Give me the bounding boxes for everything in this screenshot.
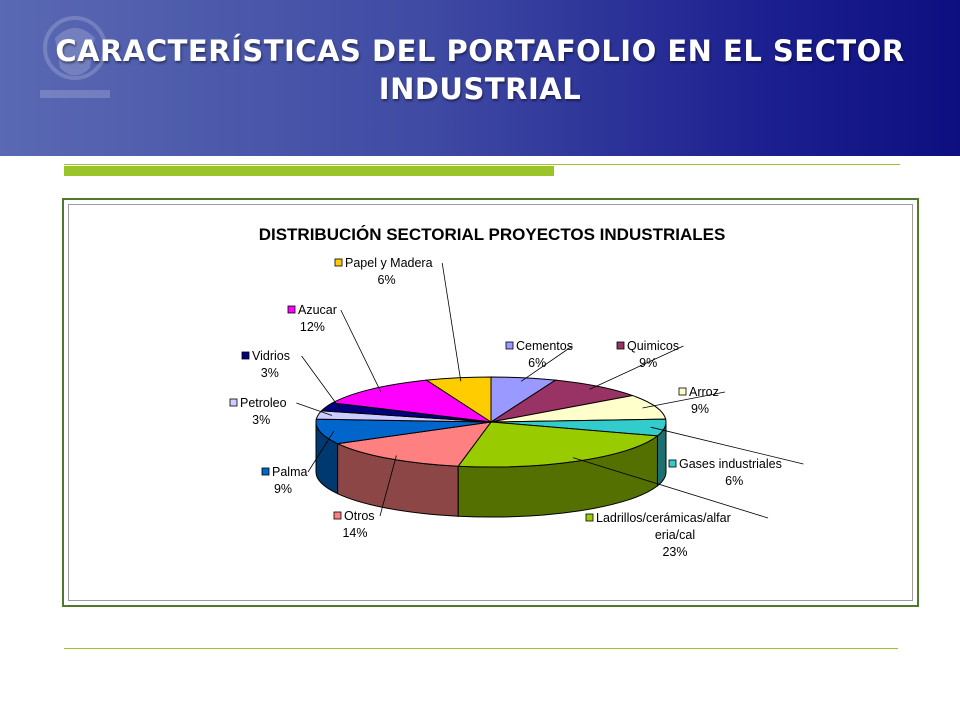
pie-slice <box>331 379 492 423</box>
slice-label: Otros <box>344 509 375 523</box>
data-label: Gases industriales 6% <box>668 457 782 488</box>
slice-percent-label: 3% <box>261 366 279 380</box>
leader-line <box>642 391 726 409</box>
data-label: Petroleo 3% <box>229 396 287 427</box>
slice-percent-label: 6% <box>528 356 546 370</box>
leader-line <box>572 457 769 519</box>
header-accent-bar <box>64 166 554 176</box>
coat-of-arms-logo <box>40 16 110 98</box>
slice-percent-label: 9% <box>691 402 709 416</box>
pie-slice <box>490 379 635 423</box>
slice-label: Cementos <box>516 339 573 353</box>
slice-label: Papel y Madera <box>345 256 433 270</box>
chart-title: DISTRIBUCIÓN SECTORIAL PROYECTOS INDUSTR… <box>259 225 726 244</box>
pie-slice <box>335 421 493 467</box>
label-swatch <box>241 351 250 360</box>
label-swatch <box>616 341 625 350</box>
data-label: Vidrios 3% <box>241 349 290 380</box>
slice-percent-label: 23% <box>662 545 687 559</box>
chart-area <box>68 204 913 601</box>
data-label: Palma 9% <box>261 465 307 496</box>
label-swatch <box>261 467 270 476</box>
pie-slice <box>457 421 659 468</box>
slice-percent-label: 9% <box>639 356 657 370</box>
slice-percent-label: 3% <box>252 413 270 427</box>
slide-title: CARACTERÍSTICAS DEL PORTAFOLIO EN EL SEC… <box>55 34 905 106</box>
data-label: Quimicos 9% <box>616 339 679 370</box>
leader-line <box>650 426 804 465</box>
slide-header: CARACTERÍSTICAS DEL PORTAFOLIO EN EL SEC… <box>0 0 960 156</box>
label-swatch <box>333 511 342 520</box>
data-label: Papel y Madera 6% <box>334 256 433 287</box>
data-label: Ladrillos/cerámicas/alfar eria/cal 23% <box>585 511 731 559</box>
slice-percent-label: 14% <box>342 526 367 540</box>
slice-label: Petroleo <box>240 396 287 410</box>
label-swatch <box>505 341 514 350</box>
pie-layer <box>315 376 667 518</box>
leader-line <box>340 309 382 392</box>
slice-label: Azucar <box>298 303 337 317</box>
label-swatch <box>287 305 296 314</box>
header-divider-line <box>64 164 900 165</box>
slice-label: eria/cal <box>655 528 695 542</box>
leader-line <box>441 262 462 382</box>
data-label: Cementos 6% <box>505 339 573 370</box>
leader-line <box>296 402 333 416</box>
pie-chart: DISTRIBUCIÓN SECTORIAL PROYECTOS INDUSTR… <box>229 225 804 559</box>
leader-line <box>589 345 684 390</box>
leader-line <box>520 345 573 382</box>
slice-label: Ladrillos/cerámicas/alfar <box>596 511 731 525</box>
slice-label: Vidrios <box>252 349 290 363</box>
leader-line <box>301 355 340 409</box>
label-layer: Cementos 6% Quimicos 9% Arroz 9% Gases industr… <box>229 256 804 559</box>
slice-percent-label: 9% <box>274 482 292 496</box>
slice-percent-label: 6% <box>725 474 743 488</box>
slice-label: Palma <box>272 465 307 479</box>
data-label: Arroz 9% <box>678 385 719 416</box>
slice-label: Gases industriales <box>679 457 782 471</box>
label-swatch <box>585 513 594 522</box>
label-swatch <box>668 459 677 468</box>
label-swatch <box>678 387 687 396</box>
slice-percent-label: 6% <box>378 273 396 287</box>
leader-line <box>307 430 335 473</box>
slice-label: Arroz <box>689 385 719 399</box>
chart-frame: DISTRIBUCIÓN SECTORIAL PROYECTOS INDUSTR… <box>62 198 919 607</box>
slice-percent-label: 12% <box>300 320 325 334</box>
label-swatch <box>229 398 238 407</box>
data-label: Otros 14% <box>333 509 375 540</box>
footer-divider-line <box>64 648 898 649</box>
slice-label: Quimicos <box>627 339 679 353</box>
label-swatch <box>334 258 343 267</box>
leader-line <box>379 455 397 517</box>
pie-slice <box>425 376 492 423</box>
data-label: Azucar 12% <box>287 303 337 334</box>
